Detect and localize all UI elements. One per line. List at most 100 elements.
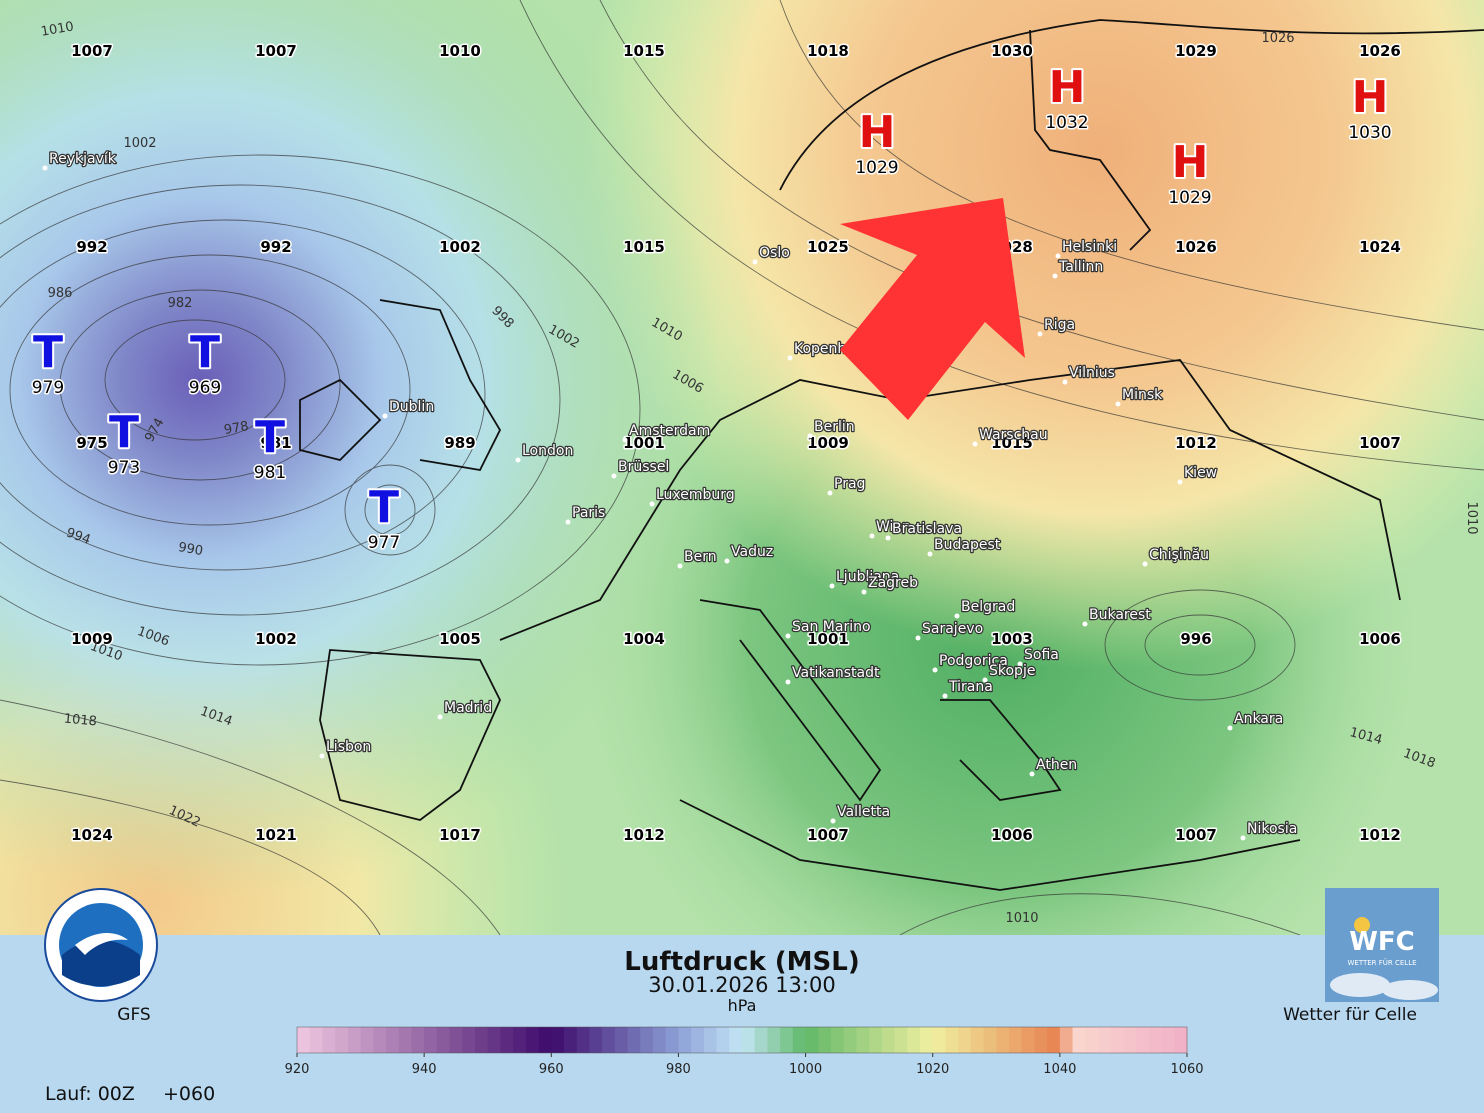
grid-value: 1007 [807, 826, 849, 844]
colorbar-segment [920, 1027, 934, 1053]
datetime: 30.01.2026 13:00 [648, 973, 835, 997]
colorbar-segment [792, 1027, 807, 1053]
center-letter: T [33, 327, 63, 378]
colorbar-segment [411, 1027, 425, 1053]
colorbar-tick-label: 1000 [789, 1062, 822, 1077]
colorbar-tick-label: 1040 [1043, 1062, 1076, 1077]
city-label: Minsk [1122, 387, 1163, 403]
colorbar-segment [640, 1027, 654, 1053]
city-label: Bukarest [1089, 607, 1151, 623]
city-label: Vaduz [731, 544, 773, 560]
isobar-label: 982 [168, 296, 193, 311]
center-letter: H [859, 107, 896, 158]
isobar-label: 990 [177, 540, 204, 559]
colorbar-segment [996, 1027, 1010, 1053]
colorbar-segment [818, 1027, 832, 1053]
colorbar-segment [945, 1027, 959, 1053]
isobar-label: 986 [48, 286, 73, 301]
colorbar-segment [627, 1027, 641, 1053]
colorbar-segment [754, 1027, 768, 1053]
colorbar-segment [424, 1027, 438, 1053]
grid-value: 1009 [71, 630, 113, 648]
colorbar-segment [475, 1027, 489, 1053]
colorbar-segment [1136, 1027, 1150, 1053]
grid-value: 975 [76, 434, 107, 452]
isobars [0, 0, 1484, 936]
colorbar-segment [386, 1027, 400, 1053]
city-label: Brüssel [618, 459, 669, 475]
run: Lauf: 00Z [45, 1083, 135, 1105]
city-dot [1115, 401, 1121, 407]
grid-value: 1026 [1175, 238, 1217, 256]
grid-value: 1010 [439, 42, 481, 60]
city-dot [752, 259, 758, 265]
city-label: Nikosia [1247, 821, 1297, 837]
city-label: Wien [876, 519, 911, 535]
colorbar-tick-label: 920 [285, 1062, 310, 1077]
city-dot [829, 583, 835, 589]
city-dot [942, 693, 948, 699]
grid-value: 1024 [1359, 238, 1401, 256]
grid-value: 1004 [623, 630, 665, 648]
grid-value: 981 [260, 434, 291, 452]
city-dot [1082, 621, 1088, 627]
city-dot [1227, 725, 1233, 731]
city-dot [932, 667, 938, 673]
colorbar-segment [614, 1027, 629, 1053]
city-label: Oslo [759, 245, 790, 261]
colorbar-segment [894, 1027, 908, 1053]
grid-value: 1006 [991, 826, 1033, 844]
grid-value: 1015 [623, 238, 665, 256]
city-dot [1142, 561, 1148, 567]
city-label: Berlin [814, 419, 855, 435]
center-value: 1029 [1168, 188, 1211, 208]
grid-value: 1021 [255, 826, 297, 844]
logo-cloud [1382, 980, 1438, 1000]
colorbar-segment [729, 1027, 743, 1053]
city-label: Sarajevo [922, 621, 983, 637]
grid-value: 1030 [991, 42, 1033, 60]
colorbar-segment [564, 1027, 578, 1053]
grid-value: 992 [260, 238, 291, 256]
logo-text: WFC [1349, 927, 1415, 957]
city-dot [1037, 331, 1043, 337]
colorbar-segment [665, 1027, 679, 1053]
colorbar-segment [703, 1027, 718, 1053]
grid-value: 992 [76, 238, 107, 256]
grid-value: 1003 [991, 630, 1033, 648]
colorbar-segment [589, 1027, 603, 1053]
center-value: 981 [254, 463, 286, 483]
colorbar-segment [487, 1027, 501, 1053]
title: Luftdruck (MSL) [624, 947, 859, 977]
colorbar-segment [1098, 1027, 1112, 1053]
city-dot [515, 457, 521, 463]
city-dot [611, 473, 617, 479]
center-letter: H [1172, 137, 1209, 188]
city-dot [724, 558, 730, 564]
city-label: Athen [1036, 757, 1077, 773]
colorbar-segment [1034, 1027, 1048, 1053]
colorbar-segment [1148, 1027, 1163, 1053]
city-dot [869, 533, 875, 539]
colorbar-segment [1123, 1027, 1137, 1053]
city-dot [982, 677, 988, 683]
colorbar-segment [716, 1027, 730, 1053]
city-dot [807, 433, 813, 439]
city-label: Lisbon [326, 739, 371, 755]
city-dot [319, 753, 325, 759]
isobar-label: 1010 [1464, 501, 1479, 534]
city-dot [827, 490, 833, 496]
grid-value: 1015 [991, 434, 1033, 452]
city-label: Helsinki [1062, 239, 1117, 255]
colorbar-segment [780, 1027, 794, 1053]
colorbar-segment [322, 1027, 336, 1053]
city-label: Chişinău [1149, 547, 1209, 563]
credit: Wetter für Celle [1283, 1005, 1417, 1025]
colorbar-segment [958, 1027, 972, 1053]
colorbar-segment [297, 1027, 311, 1053]
city-dot [1062, 379, 1068, 385]
city-dot [649, 501, 655, 507]
grid-value: 989 [444, 434, 475, 452]
city-label: Ankara [1234, 711, 1283, 727]
